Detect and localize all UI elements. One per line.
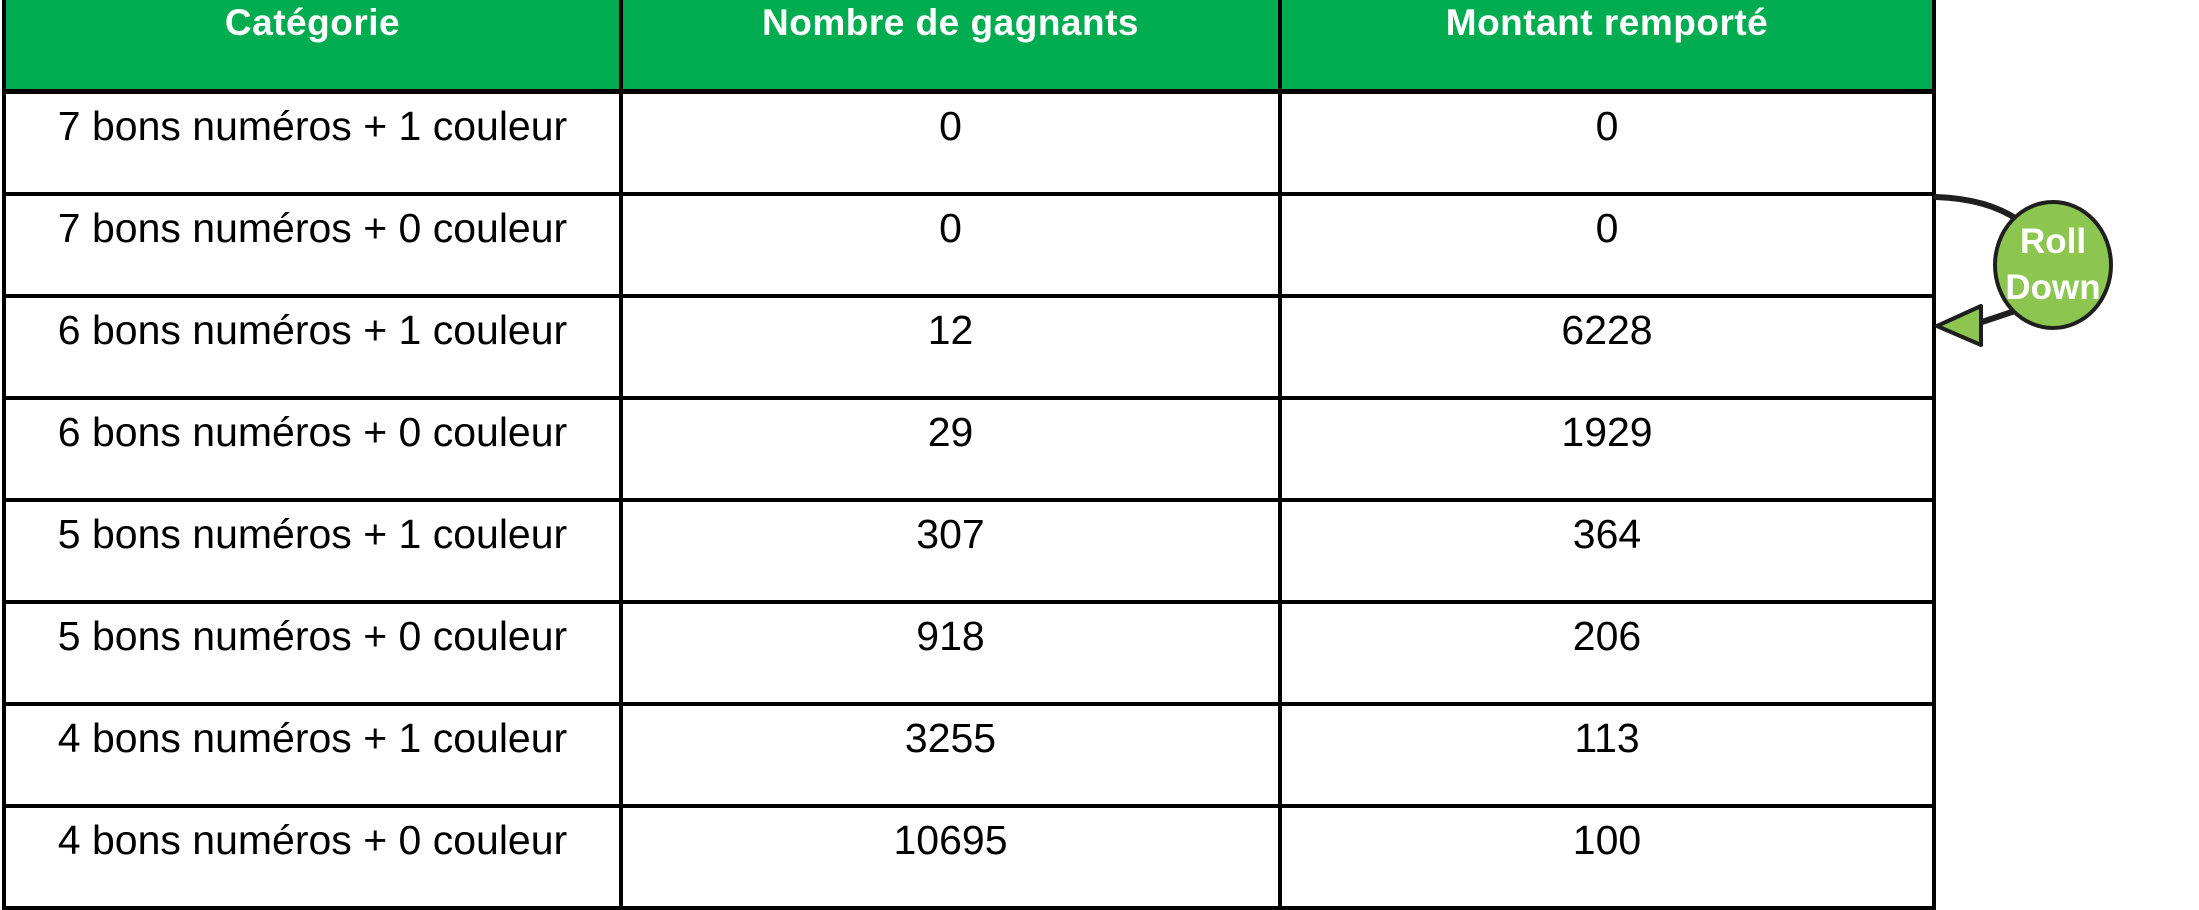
- cell-amount: 206: [1278, 600, 1936, 706]
- cell-category: 5 bons numéros + 1 couleur: [2, 498, 623, 604]
- cell-winners: 307: [619, 498, 1282, 604]
- cell-winners: 0: [619, 192, 1282, 298]
- column-header-montant-remporte: Montant remporté: [1278, 0, 1936, 94]
- roll-down-label-line1: Roll: [2020, 222, 2086, 261]
- roll-down-circle: [1993, 200, 2113, 330]
- cell-category: 6 bons numéros + 0 couleur: [2, 396, 623, 502]
- connector-curve: [1933, 194, 2021, 223]
- table-row: 4 bons numéros + 0 couleur 10695 100: [2, 804, 1936, 910]
- cell-winners: 12: [619, 294, 1282, 400]
- table-header-row: Catégorie Nombre de gagnants Montant rem…: [2, 0, 1936, 94]
- table-row: 4 bons numéros + 1 couleur 3255 113: [2, 702, 1936, 808]
- cell-amount: 6228: [1278, 294, 1936, 400]
- table-row: 5 bons numéros + 1 couleur 307 364: [2, 498, 1936, 604]
- table-row: 5 bons numéros + 0 couleur 918 206: [2, 600, 1936, 706]
- cell-amount: 1929: [1278, 396, 1936, 502]
- cell-winners: 0: [619, 89, 1282, 196]
- page-canvas: Catégorie Nombre de gagnants Montant rem…: [2, 0, 2113, 910]
- cell-winners: 29: [619, 396, 1282, 502]
- table-row: 7 bons numéros + 0 couleur 0 0: [2, 192, 1936, 298]
- cell-category: 7 bons numéros + 0 couleur: [2, 192, 623, 298]
- column-header-categorie: Catégorie: [2, 0, 623, 94]
- cell-category: 5 bons numéros + 0 couleur: [2, 600, 623, 706]
- cell-category: 4 bons numéros + 1 couleur: [2, 702, 623, 808]
- roll-down-label-line2: Down: [2005, 268, 2100, 307]
- cell-category: 7 bons numéros + 1 couleur: [2, 89, 623, 196]
- cell-winners: 10695: [619, 804, 1282, 910]
- cell-winners: 918: [619, 600, 1282, 706]
- table-row: 6 bons numéros + 1 couleur 12 6228: [2, 294, 1936, 400]
- cell-winners: 3255: [619, 702, 1282, 808]
- column-header-nombre-de-gagnants: Nombre de gagnants: [619, 0, 1282, 94]
- connector-line: [1973, 308, 2018, 327]
- table-row: 7 bons numéros + 1 couleur 0 0: [2, 89, 1936, 196]
- cell-category: 6 bons numéros + 1 couleur: [2, 294, 623, 400]
- cell-amount: 0: [1278, 192, 1936, 298]
- cell-amount: 0: [1278, 89, 1936, 196]
- payout-table: Catégorie Nombre de gagnants Montant rem…: [2, 0, 1936, 910]
- table-row: 6 bons numéros + 0 couleur 29 1929: [2, 396, 1936, 502]
- arrowhead-icon: [1935, 304, 1983, 347]
- cell-amount: 100: [1278, 804, 1936, 910]
- cell-amount: 364: [1278, 498, 1936, 604]
- cell-category: 4 bons numéros + 0 couleur: [2, 804, 623, 910]
- cell-amount: 113: [1278, 702, 1936, 808]
